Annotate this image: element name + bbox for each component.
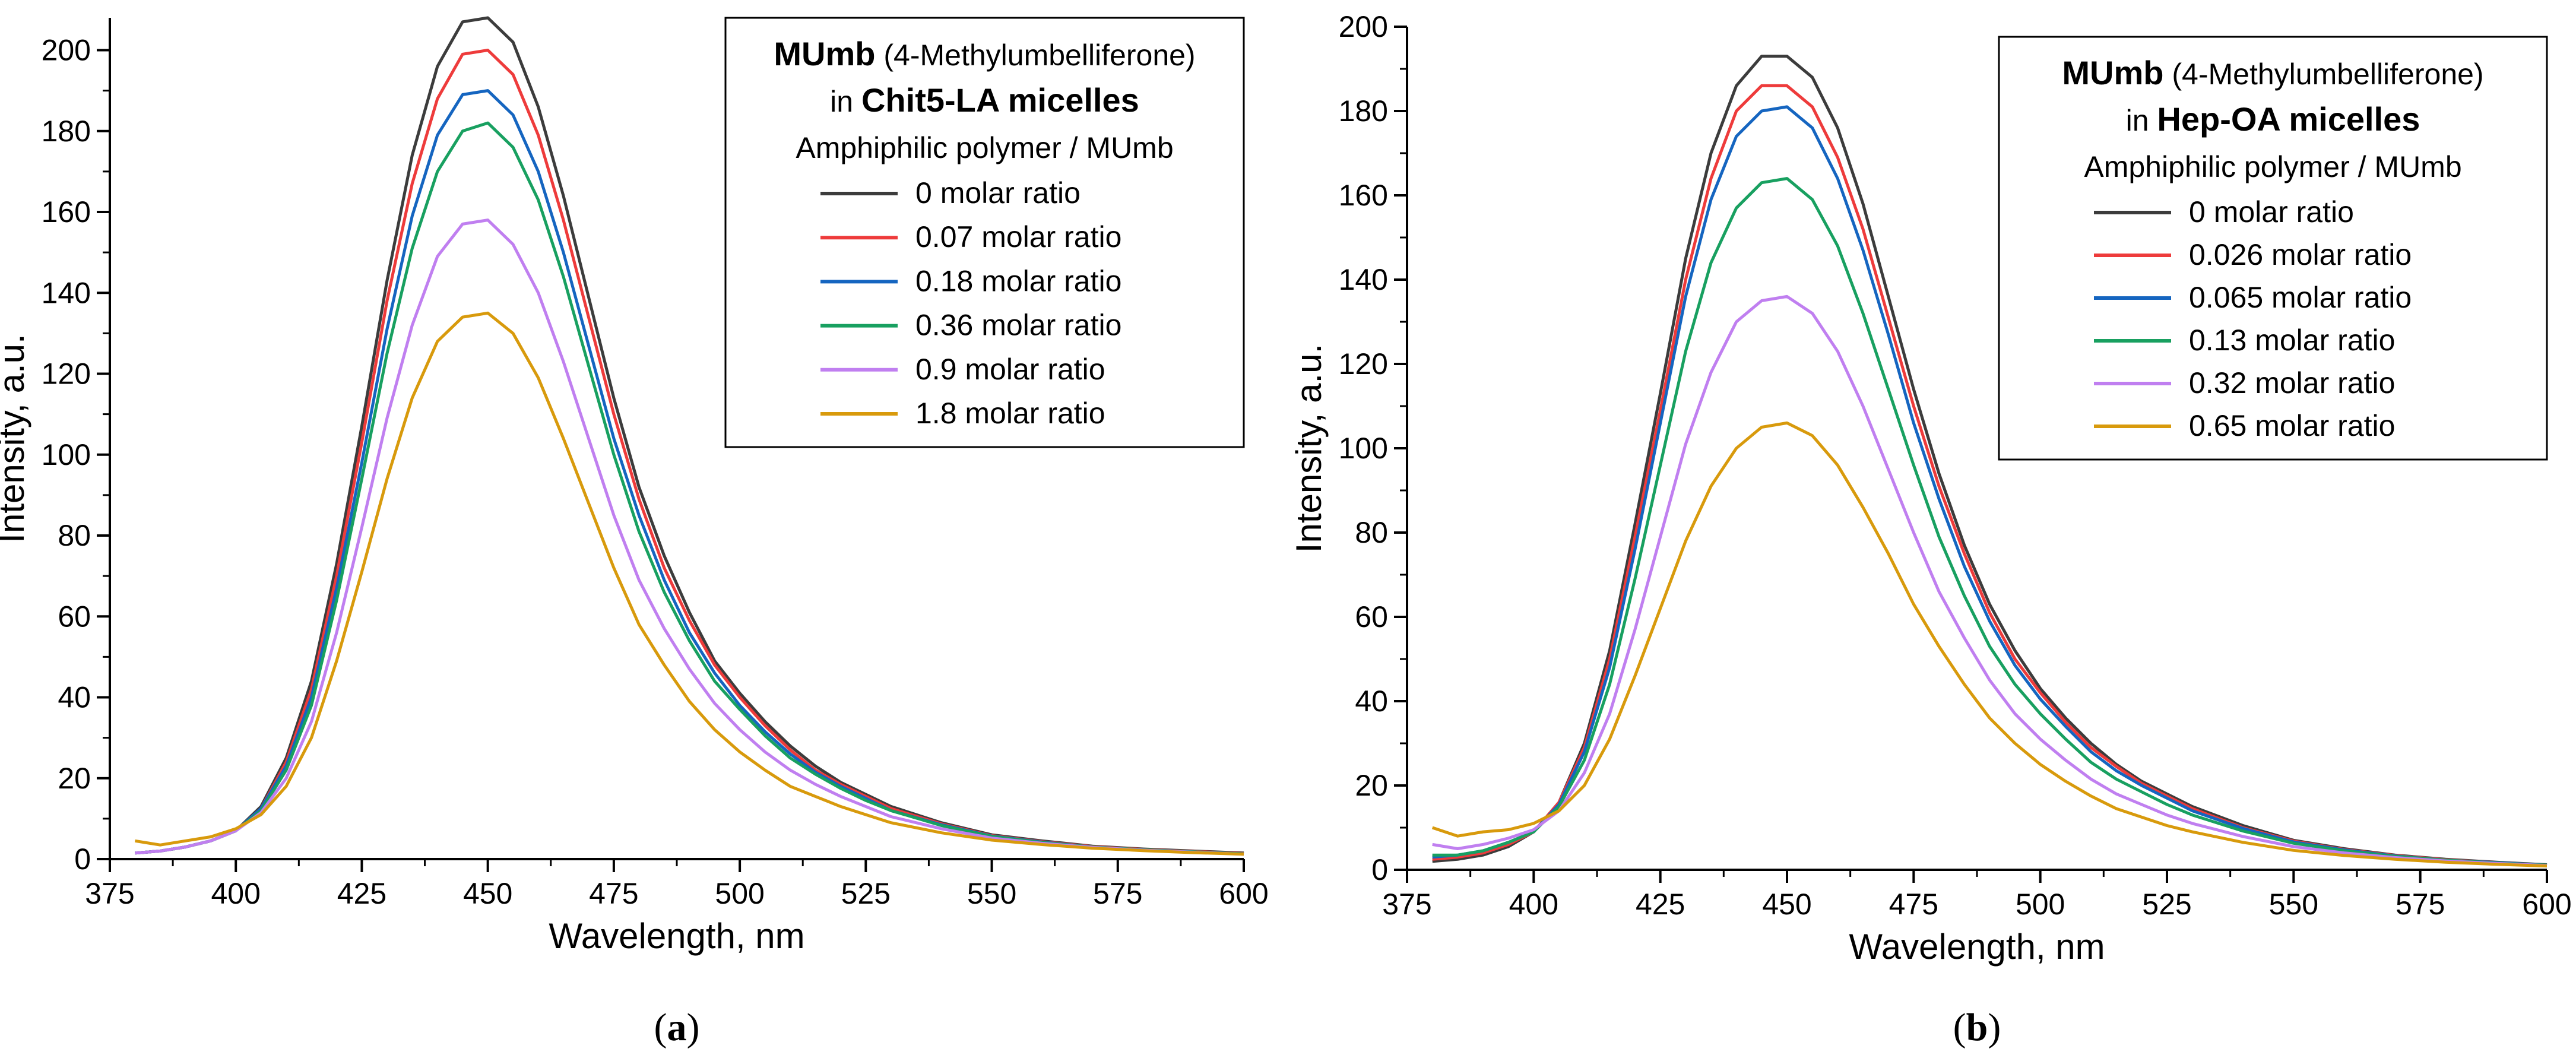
y-tick-label: 0 bbox=[74, 842, 91, 876]
legend-subtitle: in Hep-OA micelles bbox=[2126, 100, 2420, 138]
panel-label-letter: b bbox=[1966, 1006, 1988, 1049]
legend: MUmb (4-Methylumbelliferone)in Hep-OA mi… bbox=[1998, 36, 2548, 461]
panel-label-close: ) bbox=[1988, 1006, 2001, 1049]
x-axis-title: Wavelength, nm bbox=[1849, 927, 2105, 967]
legend-label-4: 0.32 molar ratio bbox=[2189, 366, 2395, 400]
legend-title-bold: MUmb bbox=[2062, 54, 2163, 91]
x-tick-label: 525 bbox=[2142, 888, 2191, 921]
legend-title: MUmb (4-Methylumbelliferone) bbox=[774, 35, 1195, 72]
legend-box bbox=[1998, 36, 2548, 461]
legend: MUmb (4-Methylumbelliferone) in Chit5-LA … bbox=[724, 17, 1245, 448]
y-axis-title: Intensity, a.u. bbox=[0, 334, 31, 543]
legend-subtitle: in Chit5-LA micelles bbox=[830, 81, 1139, 119]
legend-label-5: 1.8 molar ratio bbox=[915, 397, 1105, 430]
legend-subtitle-bold: Hep-OA micelles bbox=[2157, 100, 2420, 138]
series-line-4 bbox=[135, 218, 1244, 856]
chart-panel-b: 375 400 425 450 475 500 525 550 575 600 0 20 40 60 80 1… bbox=[1289, 10, 2572, 1049]
x-tick-label: 400 bbox=[1509, 888, 1558, 921]
y-tick-label: 60 bbox=[58, 600, 91, 633]
panel-label-letter: a bbox=[667, 1006, 687, 1049]
y-tick-label: 140 bbox=[42, 276, 91, 309]
legend-subtitle-prefix: in bbox=[2126, 104, 2157, 137]
y-tick-label: 120 bbox=[42, 357, 91, 391]
series-line-3 bbox=[135, 121, 1244, 856]
legend-box bbox=[724, 17, 1245, 448]
y-tick-label: 180 bbox=[42, 115, 91, 148]
legend-title: MUmb (4-Methylumbelliferone) bbox=[2062, 54, 2483, 91]
y-tick-label: 120 bbox=[1339, 347, 1388, 381]
legend-subtitle-prefix: in bbox=[830, 85, 861, 118]
series-line-2 bbox=[1432, 105, 2548, 867]
panel-label-open: ( bbox=[654, 1006, 667, 1049]
y-tick-label: 20 bbox=[58, 762, 91, 795]
x-tick-label: 550 bbox=[967, 877, 1016, 910]
legend-label-1: 0.07 molar ratio bbox=[915, 220, 1121, 254]
y-tick-label: 80 bbox=[58, 519, 91, 552]
y-tick-label: 20 bbox=[1355, 769, 1388, 802]
series-line-5 bbox=[1431, 421, 2548, 868]
y-tick-label: 40 bbox=[1355, 685, 1388, 718]
y-tick-label: 80 bbox=[1355, 516, 1388, 549]
y-tick-label: 160 bbox=[1339, 179, 1388, 212]
chart-panel-a: 375 400 425 450 475 500 525 550 575 600 0 20 40 60 80 1… bbox=[0, 16, 1269, 1049]
legend-label-5: 0.65 molar ratio bbox=[2189, 409, 2395, 442]
legend-subtitle-bold: Chit5-LA micelles bbox=[861, 81, 1139, 119]
legend-title-rest: (4-Methylumbelliferone) bbox=[2164, 58, 2484, 91]
legend-label-0: 0 molar ratio bbox=[2189, 195, 2354, 229]
legend-label-2: 0.065 molar ratio bbox=[2189, 281, 2412, 314]
series-line-5 bbox=[134, 311, 1244, 856]
panel-label-close: ) bbox=[687, 1006, 700, 1049]
legend-title-rest: (4-Methylumbelliferone) bbox=[876, 39, 1196, 72]
y-tick-label: 100 bbox=[1339, 432, 1388, 465]
x-tick-label: 375 bbox=[1382, 888, 1431, 921]
y-tick-label: 180 bbox=[1339, 94, 1388, 128]
y-tick-label: 200 bbox=[1339, 10, 1388, 43]
x-tick-label: 400 bbox=[211, 877, 261, 910]
y-tick-label: 200 bbox=[42, 34, 91, 67]
x-tick-label: 500 bbox=[2016, 888, 2065, 921]
x-tick-label: 600 bbox=[2522, 888, 2571, 921]
y-axis-title: Intensity, a.u. bbox=[1289, 344, 1329, 553]
legend-header: Amphiphilic polymer / MUmb bbox=[796, 131, 1173, 164]
legend-label-4: 0.9 molar ratio bbox=[915, 353, 1105, 386]
x-tick-label: 375 bbox=[85, 877, 134, 910]
legend-label-3: 0.13 molar ratio bbox=[2189, 324, 2395, 357]
legend-label-2: 0.18 molar ratio bbox=[915, 264, 1121, 297]
y-tick-label: 60 bbox=[1355, 600, 1388, 633]
x-tick-label: 575 bbox=[1093, 877, 1142, 910]
x-tick-label: 475 bbox=[589, 877, 638, 910]
x-tick-label: 525 bbox=[841, 877, 891, 910]
x-tick-label: 500 bbox=[715, 877, 764, 910]
legend-title-bold: MUmb bbox=[774, 35, 875, 72]
panel-label-open: ( bbox=[1953, 1006, 1966, 1049]
y-tick-label: 140 bbox=[1339, 263, 1388, 296]
legend-header: Amphiphilic polymer / MUmb bbox=[2084, 150, 2461, 183]
series-line-4 bbox=[1432, 294, 2548, 867]
x-tick-label: 425 bbox=[337, 877, 386, 910]
legend-label-0: 0 molar ratio bbox=[915, 176, 1081, 210]
y-tick-label: 100 bbox=[42, 438, 91, 471]
legend-label-3: 0.36 molar ratio bbox=[915, 309, 1121, 342]
x-tick-label: 575 bbox=[2396, 888, 2445, 921]
x-tick-label: 550 bbox=[2269, 888, 2318, 921]
y-tick-label: 40 bbox=[58, 681, 91, 714]
x-tick-label: 600 bbox=[1219, 877, 1268, 910]
legend-label-1: 0.026 molar ratio bbox=[2189, 238, 2412, 271]
x-tick-label: 450 bbox=[463, 877, 512, 910]
panel-label: (b) bbox=[1953, 1006, 2001, 1049]
series-line-3 bbox=[1432, 177, 2548, 867]
x-tick-label: 475 bbox=[1889, 888, 1938, 921]
panel-label: (a) bbox=[654, 1006, 700, 1049]
x-axis-title: Wavelength, nm bbox=[549, 916, 804, 956]
y-tick-label: 160 bbox=[42, 195, 91, 229]
x-tick-label: 450 bbox=[1762, 888, 1811, 921]
y-tick-label: 0 bbox=[1371, 853, 1388, 886]
x-tick-label: 425 bbox=[1636, 888, 1685, 921]
